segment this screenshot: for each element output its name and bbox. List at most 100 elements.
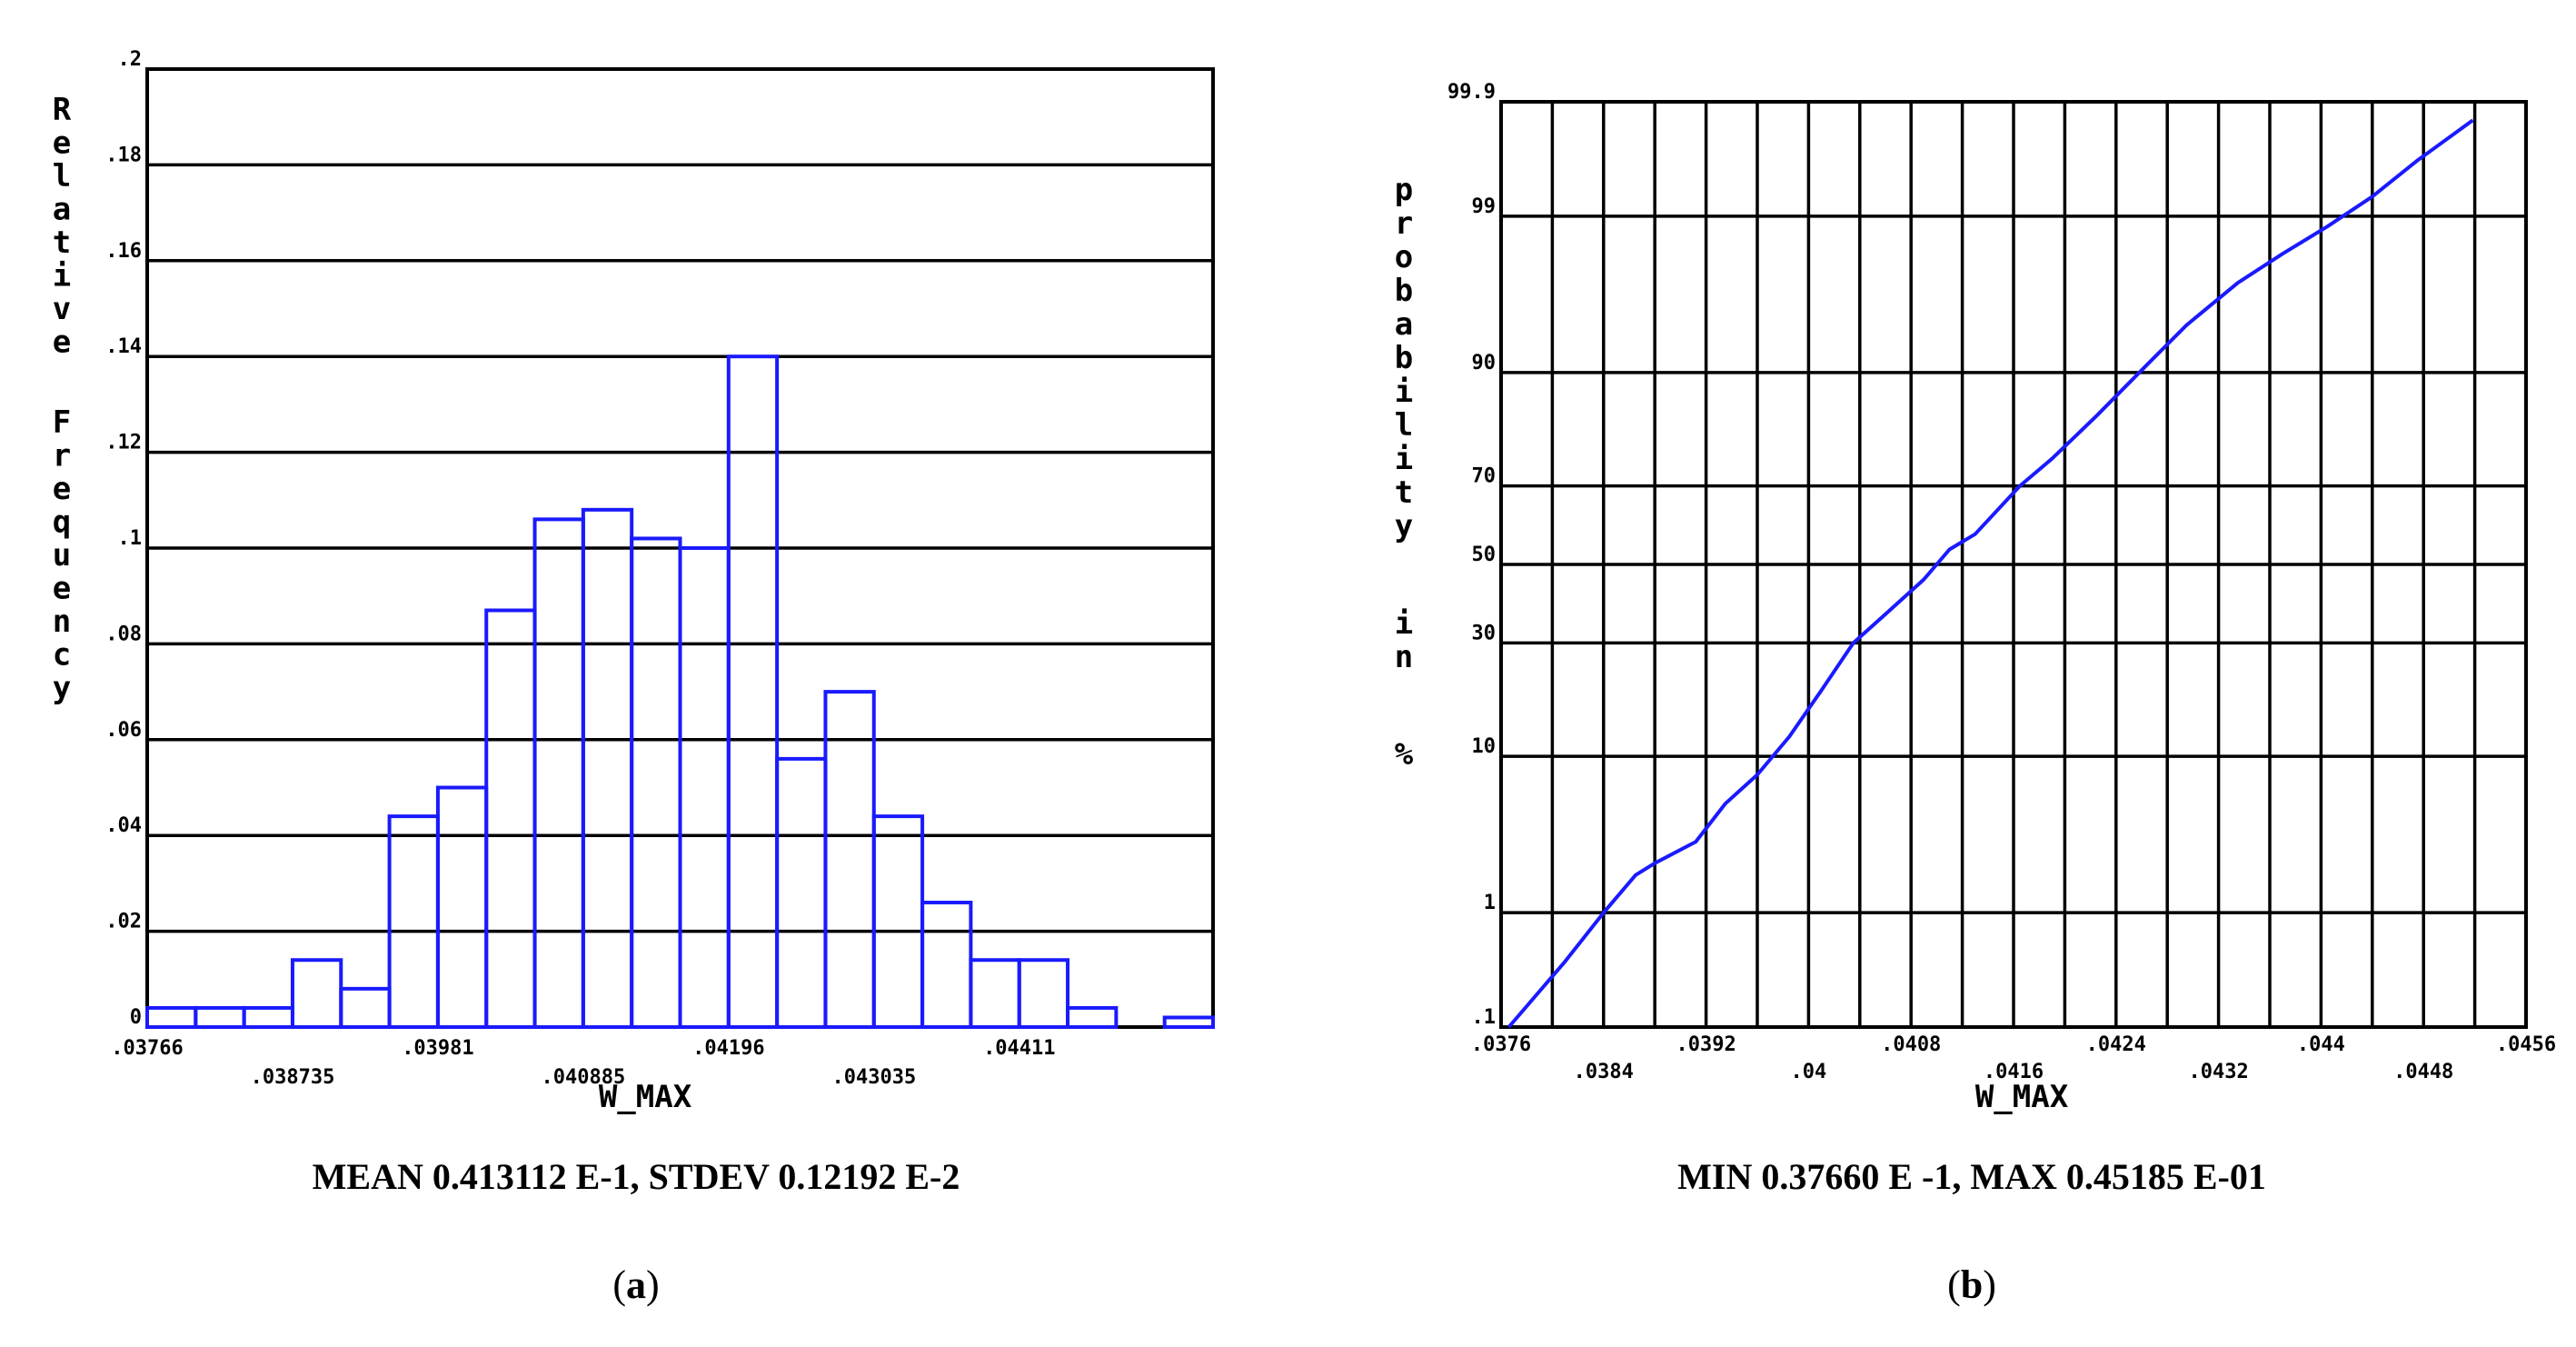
histogram-y-label-letter: i [53, 258, 71, 294]
histogram-bar [678, 546, 731, 1029]
histogram-bar [969, 958, 1021, 1029]
histogram-y-tick: .1 [118, 527, 143, 550]
histogram-x-tick: .040885 [542, 1066, 626, 1089]
histogram-bar [630, 536, 682, 1029]
histogram-y-label-letter: u [53, 537, 71, 574]
probability-y-tick-labels: .1 1 10 30 50 70 90 99 99.9 [1447, 81, 1496, 1029]
probability-x-tick: .0448 [2393, 1061, 2453, 1083]
histogram-bar [145, 1005, 198, 1030]
probability-x-tick: .0424 [2086, 1033, 2146, 1056]
histogram-y-label-letter: y [53, 670, 71, 706]
probability-y-tick: 10 [1472, 735, 1497, 758]
histogram-y-tick-labels: 0 .02 .04 .06 .08 .1 .12 .14 .16 .18 .2 [105, 48, 142, 1029]
histogram-y-label-letter: e [53, 471, 71, 507]
histogram-bar [387, 814, 440, 1029]
probability-x-axis-label: W_MAX [1975, 1079, 2069, 1115]
histogram-bar [581, 507, 634, 1029]
histogram-y-label-letter: c [53, 637, 71, 674]
histogram-y-label-letter: l [53, 158, 71, 195]
probability-x-tick: .0456 [2496, 1033, 2556, 1056]
probability-y-tick: 50 [1472, 544, 1497, 566]
probability-curve [1507, 118, 2474, 1029]
histogram-y-tick: .08 [105, 623, 142, 645]
probability-y-tick: 99 [1472, 195, 1497, 218]
probability-y-tick: 90 [1472, 352, 1497, 374]
histogram-y-label-letter: t [53, 224, 71, 261]
histogram-y-tick: .02 [105, 911, 142, 933]
histogram-y-tick: 0 [130, 1006, 142, 1029]
histogram-bar [339, 986, 392, 1029]
probability-x-tick-labels: .0376 .0392 .0408 .0424 .044 .0456 .0384 .04 .04… [1471, 1033, 2556, 1083]
histogram-y-tick: .2 [118, 48, 143, 71]
probability-x-tick: .0384 [1574, 1061, 1634, 1083]
histogram-bar [1066, 1005, 1119, 1030]
histogram-y-tick: .06 [105, 719, 142, 742]
histogram-x-tick: .03766 [111, 1037, 183, 1060]
probability-y-tick: 30 [1472, 622, 1497, 644]
probability-caption: MIN 0.37660 E -1, MAX 0.45185 E-01 [1677, 1156, 2266, 1197]
probability-x-tick: .0376 [1471, 1033, 1531, 1056]
probability-y-tick: .1 [1472, 1006, 1497, 1029]
probability-gridlines [1499, 100, 2528, 1029]
probability-y-label-letter: y [1395, 508, 1413, 544]
probability-y-tick: 99.9 [1447, 81, 1496, 104]
probability-plot-panel: .1 1 10 30 50 70 90 99 99.9 .0376 .0392 .0408 .0424… [1395, 81, 2556, 1307]
probability-x-tick: .0416 [1984, 1061, 2044, 1083]
histogram-x-tick-labels: .03766 .03981 .04196 .04411 .038735 .040885 .0… [111, 1037, 1055, 1089]
panel-a-letter: a [626, 1262, 646, 1307]
histogram-y-label-letter: a [53, 192, 71, 228]
histogram-bar [194, 1005, 246, 1030]
histogram-x-tick: .04411 [983, 1037, 1055, 1060]
histogram-bar [726, 354, 780, 1029]
histogram-x-tick: .043035 [831, 1066, 916, 1089]
probability-x-tick: .04 [1791, 1061, 1827, 1083]
histogram-bar [435, 785, 489, 1029]
histogram-y-label-letter: F [53, 404, 71, 441]
histogram-bar [532, 517, 585, 1029]
histogram-x-tick: .03981 [402, 1037, 473, 1060]
histogram-caption: MEAN 0.413112 E-1, STDEV 0.12192 E-2 [313, 1156, 960, 1197]
probability-y-label-letter: p [1395, 172, 1413, 208]
histogram-bar [775, 756, 828, 1029]
histogram-bar [484, 608, 537, 1029]
histogram-x-tick: .038735 [251, 1066, 335, 1089]
histogram-bar [1162, 1015, 1215, 1029]
probability-y-label-letter: i [1395, 441, 1413, 477]
histogram-y-tick: .04 [105, 814, 142, 837]
histogram-x-axis-label: W_MAX [599, 1079, 692, 1115]
histogram-bars [145, 354, 1215, 1030]
probability-y-label-letter: n [1395, 639, 1413, 675]
probability-y-label-letter: i [1395, 374, 1413, 410]
histogram-bar [920, 900, 973, 1029]
probability-y-label-letter: l [1395, 407, 1413, 444]
probability-x-tick: .0392 [1676, 1033, 1736, 1056]
histogram-y-label-letter: n [53, 604, 71, 640]
probability-y-label-letter: b [1395, 340, 1413, 376]
histogram-bar [823, 690, 876, 1029]
histogram-y-label-letter: e [53, 571, 71, 607]
panel-b-letter: b [1961, 1262, 1983, 1307]
panel-b-label: (b) [1947, 1262, 1996, 1307]
histogram-bar [871, 814, 925, 1029]
histogram-y-label-letter: q [53, 504, 71, 541]
probability-y-label-letter: b [1395, 273, 1413, 309]
probability-y-tick: 70 [1472, 465, 1497, 488]
histogram-x-tick: .04196 [692, 1037, 764, 1060]
probability-y-label-letter: i [1395, 605, 1413, 642]
histogram-y-tick: .16 [105, 240, 142, 263]
histogram-panel: 0 .02 .04 .06 .08 .1 .12 .14 .16 .18 .2 .03766 .039… [53, 48, 1215, 1307]
probability-y-label-letter: r [1395, 205, 1413, 242]
histogram-y-tick: .14 [105, 335, 142, 358]
histogram-y-label-letter: e [53, 125, 71, 162]
probability-x-tick: .0432 [2188, 1061, 2248, 1083]
histogram-y-label-letter: e [53, 324, 71, 361]
probability-y-label-letter: o [1395, 239, 1413, 275]
histogram-y-tick: .12 [105, 432, 142, 454]
probability-y-label-letter: t [1395, 474, 1413, 511]
histogram-y-label-letter: R [53, 92, 72, 128]
histogram-y-label-letter: v [53, 291, 71, 327]
probability-x-tick: .0408 [1881, 1033, 1941, 1056]
